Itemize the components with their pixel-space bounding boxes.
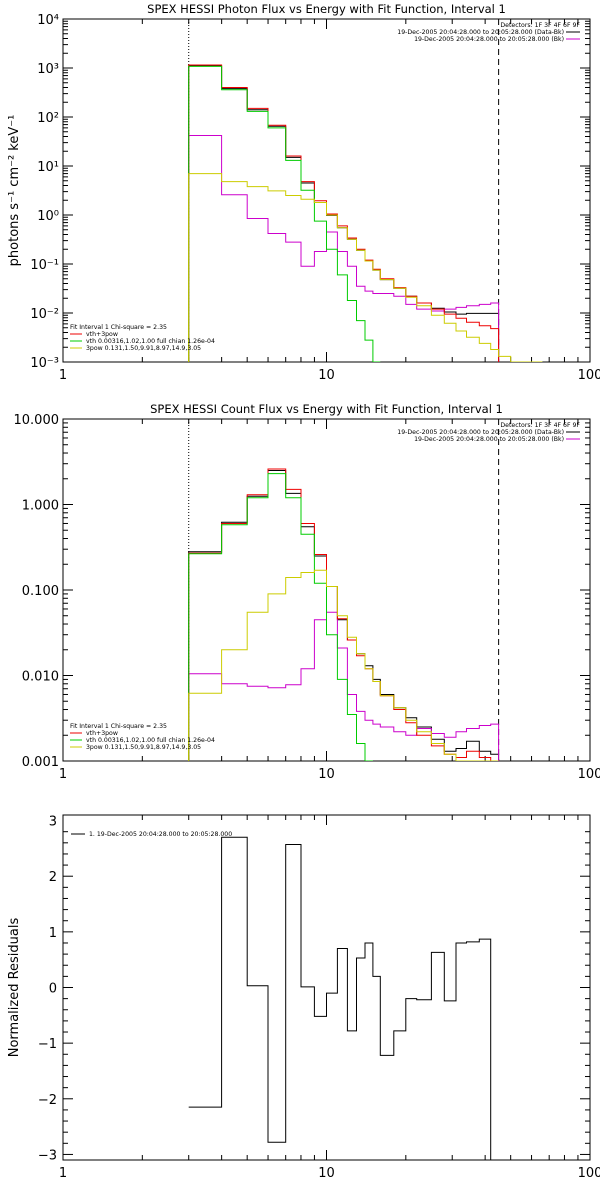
x-tick-label: 100: [578, 368, 600, 383]
y-tick-label: −2: [38, 1093, 57, 1108]
y-axis-ticks: [63, 422, 590, 762]
series-line: [188, 135, 500, 362]
fit-legend-text: vth 0.00316,1.02,1.00 full chian 1.26e-0…: [86, 338, 215, 345]
x-tick-label: 10: [318, 767, 335, 782]
x-tick-label: 1: [59, 1166, 67, 1181]
y-tick-label: 10⁰: [37, 209, 59, 224]
legend-text: 1. 19-Dec-2005 20:04:28.000 to 20:05:28.…: [89, 831, 232, 838]
plot-frame: [62, 18, 591, 363]
series-line: [188, 64, 500, 362]
header-line: 19-Dec-2005 20:04:28.000 to 20:05:28.000…: [397, 429, 564, 436]
y-tick-label: 0.010: [22, 670, 59, 685]
chart-title: SPEX HESSI Photon Flux vs Energy with Fi…: [147, 2, 506, 16]
x-axis-ticks: [62, 815, 591, 1160]
header-line: 19-Dec-2005 20:04:28.000 to 20:05:28.000…: [414, 436, 564, 443]
header-line: Detectors: 1F 3F 4F 6F 9F: [500, 22, 580, 29]
series-group: [188, 836, 499, 1160]
series-line: [188, 569, 499, 761]
y-tick-label: 3: [49, 815, 57, 830]
fit-legend-text: vth+3pow: [86, 730, 118, 737]
y-tick-label: 10²: [37, 111, 59, 126]
series-line: [188, 173, 543, 362]
panel-1: SPEX HESSI Photon Flux vs Energy with Fi…: [7, 2, 600, 383]
x-tick-label: 100: [578, 767, 600, 782]
plot-frame: [62, 814, 591, 1161]
y-tick-label: −1: [38, 1037, 57, 1052]
series-group: [188, 468, 500, 761]
y-tick-label: 1: [49, 926, 57, 941]
x-tick-label: 100: [578, 1166, 600, 1181]
y-axis-ticks: [63, 831, 590, 1155]
y-axis-label: photons s⁻¹ cm⁻² keV⁻¹: [7, 115, 22, 267]
y-tick-label: 10.000: [14, 413, 60, 428]
fit-legend-text: 3pow 0.131,1.50,9.91,8.97,14.9,3.05: [86, 345, 201, 352]
y-tick-label: 0: [49, 982, 57, 997]
x-tick-label: 1: [59, 767, 67, 782]
y-tick-label: 10³: [37, 62, 59, 77]
panel-3: 1 10 100 −3 −2 −1 0 1 2 3 Normalized Residuals 1. 1…: [7, 814, 600, 1181]
series-line: [188, 611, 500, 761]
fit-legend-text: Fit Interval 1 Chi-square = 2.35: [70, 723, 167, 730]
fit-legend-text: Fit Interval 1 Chi-square = 2.35: [70, 324, 167, 331]
series-line: [188, 836, 499, 1160]
header-line: 19-Dec-2005 20:04:28.000 to 20:05:28.000…: [414, 36, 564, 43]
y-tick-label: 1.000: [22, 499, 59, 514]
series-line: [188, 468, 499, 761]
x-tick-label: 10: [318, 1166, 335, 1181]
fit-legend-text: vth 0.00316,1.02,1.00 full chian 1.26e-0…: [86, 737, 215, 744]
y-tick-label: 0.001: [22, 755, 59, 770]
x-axis-ticks: [62, 19, 591, 362]
series-group: [188, 64, 543, 362]
chart-title: SPEX HESSI Count Flux vs Energy with Fit…: [150, 402, 503, 416]
series-line: [188, 473, 373, 761]
y-axis-ticks: [63, 20, 590, 363]
y-axis-label: Normalized Residuals: [7, 918, 22, 1058]
x-tick-label: 1: [59, 368, 67, 383]
x-tick-label: 10: [318, 368, 335, 383]
y-tick-label: 10⁻³: [30, 356, 59, 371]
panel-2: SPEX HESSI Count Flux vs Energy with Fit…: [14, 402, 600, 782]
y-tick-label: 10¹: [37, 160, 59, 175]
series-line: [188, 65, 500, 362]
y-tick-label: 0.100: [22, 584, 59, 599]
header-line: 19-Dec-2005 20:04:28.000 to 20:05:28.000…: [397, 29, 564, 36]
series-line: [188, 65, 381, 362]
y-tick-label: −3: [38, 1148, 57, 1163]
fit-legend-text: 3pow 0.131,1.50,9.91,8.97,14.9,3.05: [86, 744, 201, 751]
fit-legend-text: vth+3pow: [86, 331, 118, 338]
y-tick-label: 10⁻¹: [30, 258, 59, 273]
header-line: Detectors: 1F 3F 4F 6F 9F: [500, 422, 580, 429]
y-tick-label: 10⁴: [37, 13, 59, 28]
y-tick-label: 10⁻²: [30, 307, 59, 322]
series-line: [188, 470, 500, 761]
y-tick-label: 2: [49, 870, 57, 885]
